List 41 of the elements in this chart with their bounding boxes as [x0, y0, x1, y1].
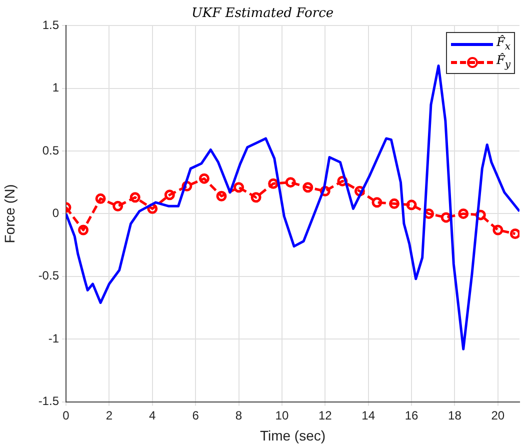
point	[458, 208, 469, 219]
point	[389, 198, 400, 209]
point	[112, 200, 124, 212]
x-tick-label: 12	[318, 408, 332, 422]
y-axis-title: Force (N)	[1, 184, 18, 244]
y-tick-label: -1	[48, 331, 60, 346]
x-tick-label: 14	[362, 408, 376, 422]
x-tick-label: 8	[235, 408, 242, 422]
x-tick-label: 16	[404, 408, 419, 422]
point	[95, 193, 106, 204]
legend-label: F̂$_{y}$	[496, 52, 510, 70]
y-tick-label: -0.5	[38, 268, 60, 283]
x-tick-label: 18	[448, 408, 462, 422]
y-tick-label: 0.5	[42, 143, 60, 158]
point	[78, 224, 89, 236]
x-tick-label: 2	[106, 408, 113, 422]
legend-label: F̂$_{x}$	[496, 34, 510, 52]
x-axis-title: Time (sec)	[260, 427, 326, 444]
y-tick-label: 1.5	[42, 18, 60, 32]
point	[492, 224, 504, 236]
point	[234, 182, 244, 193]
point	[510, 228, 520, 240]
point	[250, 192, 262, 203]
point	[130, 192, 140, 203]
point	[216, 190, 227, 202]
point	[164, 190, 175, 200]
x-tick-label: 6	[192, 408, 200, 422]
y-tick-label: -1.5	[38, 394, 60, 408]
chart-title: UKF Estimated Force	[191, 6, 334, 22]
x-tick-label: 10	[275, 408, 289, 422]
x-tick-label: 20	[491, 408, 505, 422]
point	[198, 173, 210, 184]
point	[268, 178, 279, 189]
y-tick-label: 0	[52, 206, 60, 220]
point	[406, 200, 417, 210]
point	[372, 197, 382, 208]
point	[285, 177, 296, 188]
x-tick-label: 4	[149, 408, 156, 422]
x-tick-label: 0	[62, 408, 70, 422]
y-tick-label: 1	[52, 80, 60, 95]
point	[302, 182, 314, 193]
